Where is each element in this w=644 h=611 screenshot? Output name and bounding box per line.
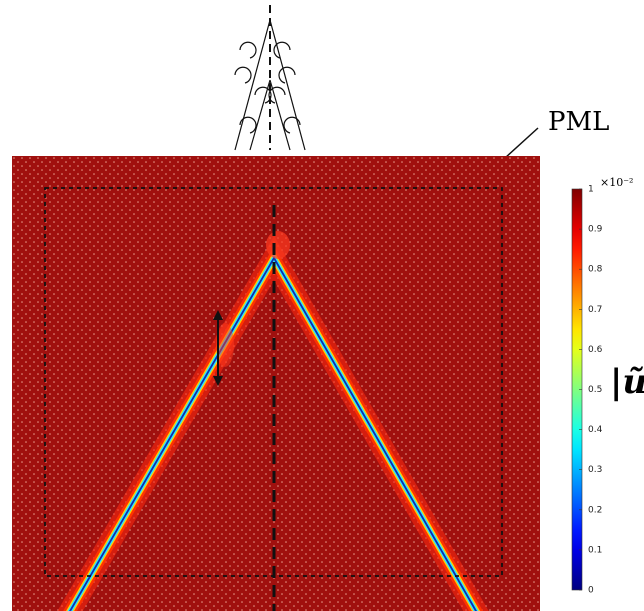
colorbar: ×10⁻² |ũ| 0 0.1 0.2 0.3 0.4 0.5 0.6 0.7 0.8 0.9 1 [572,176,644,596]
colorbar-tick-label: 0.6 [588,345,603,355]
colorbar-label: |ũ| [610,362,644,402]
schematic [235,5,305,150]
field [12,156,540,611]
colorbar-scale: ×10⁻² [600,176,633,189]
colorbar-tick-label: 0.4 [588,425,603,435]
colorbar-tick-label: 0.3 [588,465,602,475]
colorbar-tick-label: 0.1 [588,545,602,555]
colorbar-tick-label: 1 [588,185,594,195]
colorbar-tick-label: 0.2 [588,505,602,515]
colorbar-tick-label: 0.5 [588,385,602,395]
colorbar-tick-label: 0.8 [588,265,603,275]
annotation-leader [505,128,538,158]
figure: PML ×10⁻² |ũ| 0 0.1 0.2 0.3 0.4 0.5 0.6 0.7 0.8 0… [0,0,644,611]
annotation: PML [548,107,609,137]
colorbar-tick-label: 0.9 [588,225,603,235]
colorbar-tick-label: 0 [588,586,594,596]
colorbar-tick-label: 0.7 [588,305,602,315]
